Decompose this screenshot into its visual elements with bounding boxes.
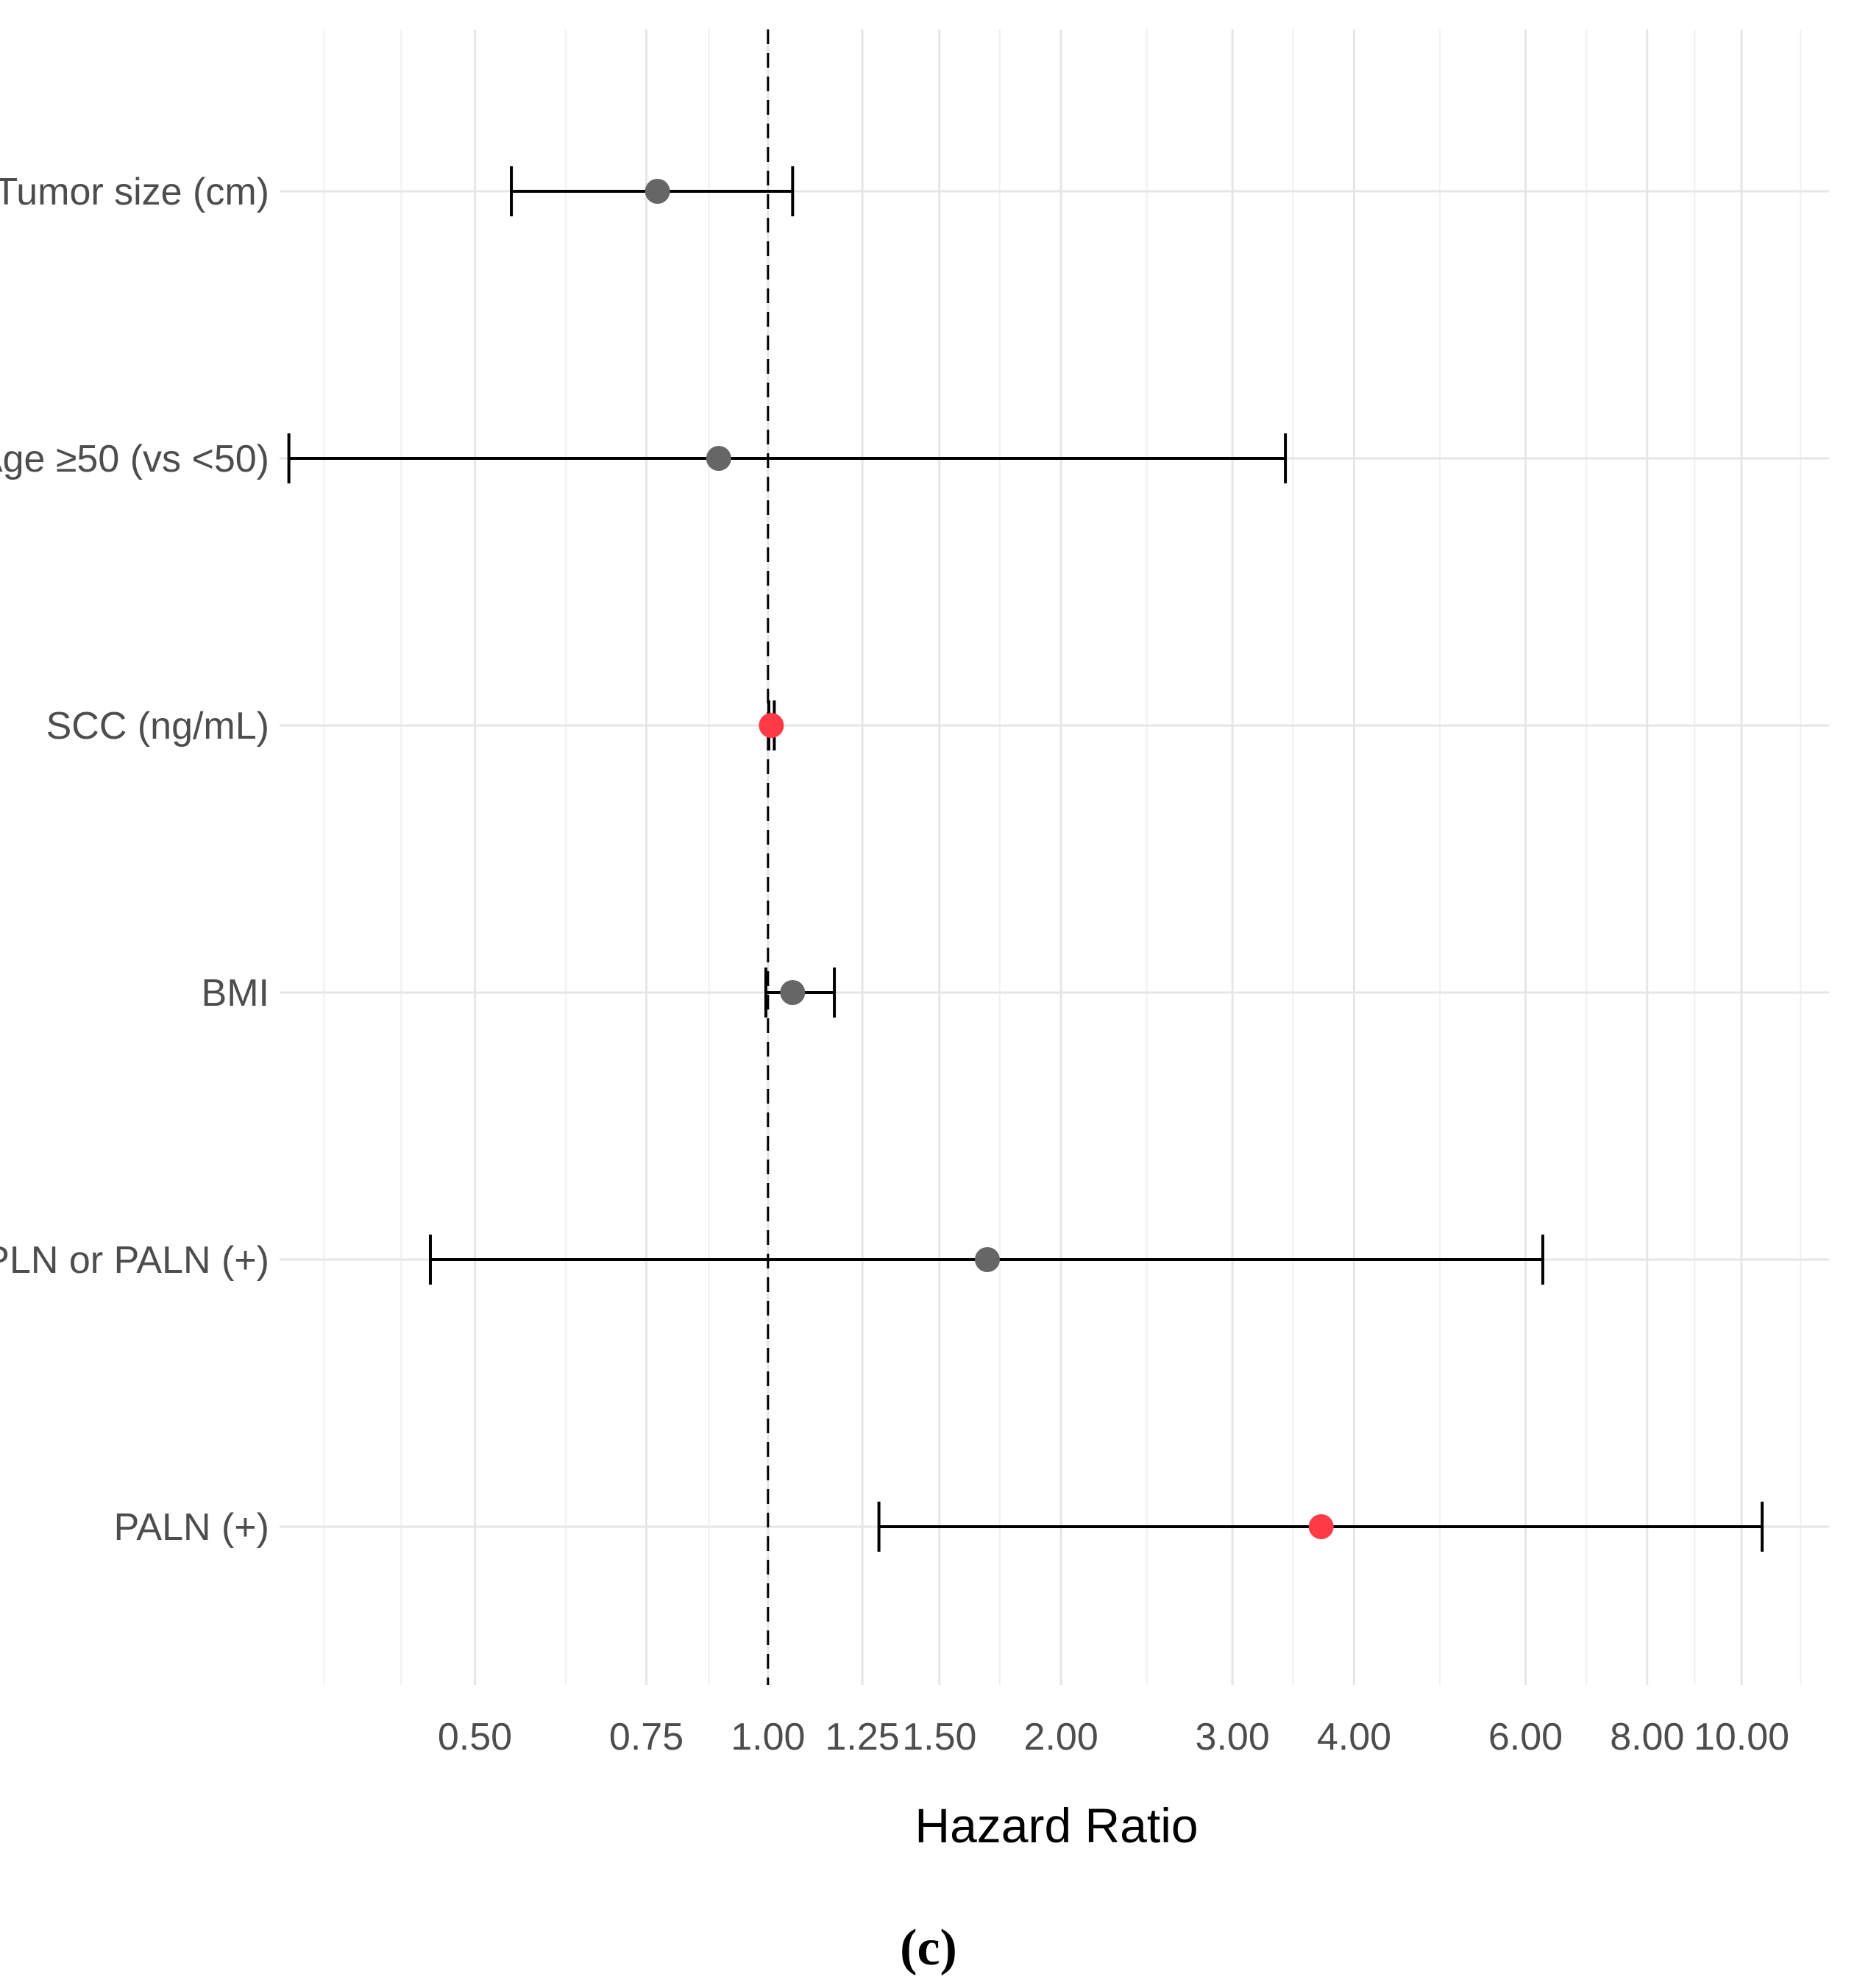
forest-row <box>510 166 795 216</box>
minor-gridlines <box>323 29 1802 1685</box>
x-tick-label: 1.00 <box>731 1716 805 1758</box>
forest-row <box>287 433 1288 483</box>
figure-caption: (c) <box>900 1920 957 1976</box>
y-tick-label: PLN or PALN (+) <box>0 1239 269 1282</box>
forest-row <box>428 1235 1544 1285</box>
y-axis-labels: Tumor size (cm) Age ≥50 (vs <50) SCC (ng/m… <box>0 171 269 1549</box>
x-tick-label: 10.00 <box>1694 1716 1789 1758</box>
y-tick-label: BMI <box>202 972 269 1015</box>
hazard-ratio-point <box>645 179 670 204</box>
x-tick-label: 1.25 <box>825 1716 899 1758</box>
x-tick-label: 0.50 <box>438 1716 512 1758</box>
x-axis-label: Hazard Ratio <box>915 1798 1198 1853</box>
hazard-ratio-point <box>1308 1514 1334 1539</box>
hazard-ratio-point <box>974 1247 1000 1272</box>
x-tick-label: 8.00 <box>1610 1716 1684 1758</box>
x-tick-label: 3.00 <box>1196 1716 1270 1758</box>
y-tick-label: Tumor size (cm) <box>0 171 269 213</box>
hazard-ratio-point <box>780 980 806 1005</box>
forest-row <box>764 968 837 1018</box>
x-axis-tick-labels: 0.50 0.75 1.00 1.25 1.50 2.00 3.00 4.00 6.00 8.00… <box>438 1716 1789 1758</box>
y-tick-label: Age ≥50 (vs <50) <box>0 438 269 480</box>
forest-rows <box>287 166 1764 1552</box>
forest-row <box>759 700 784 750</box>
hazard-ratio-point <box>706 446 731 471</box>
x-tick-label: 4.00 <box>1317 1716 1391 1758</box>
major-gridlines <box>280 29 1829 1685</box>
forest-row <box>877 1502 1764 1552</box>
hazard-ratio-point <box>759 713 784 738</box>
x-tick-label: 6.00 <box>1488 1716 1563 1758</box>
x-tick-label: 0.75 <box>609 1716 683 1758</box>
y-tick-label: PALN (+) <box>114 1506 269 1549</box>
x-tick-label: 2.00 <box>1024 1716 1098 1758</box>
y-tick-label: SCC (ng/mL) <box>46 705 269 748</box>
x-tick-label: 1.50 <box>902 1716 976 1758</box>
